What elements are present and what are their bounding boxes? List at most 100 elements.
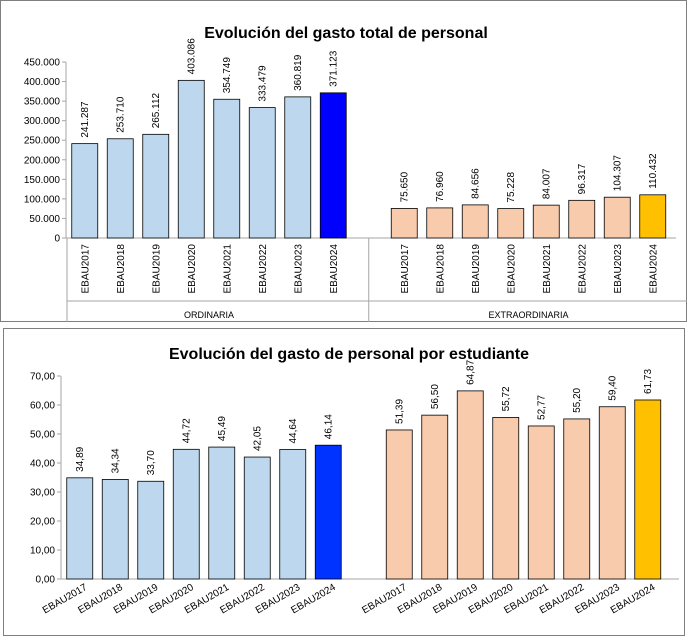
group-label: ORDINARIA — [184, 310, 234, 320]
bar — [421, 414, 449, 580]
bar — [101, 479, 129, 580]
x-tick-label: EBAU2018 — [435, 244, 446, 294]
data-label: 55,20 — [572, 387, 583, 412]
x-tick-label: EBAU2021 — [222, 244, 233, 294]
data-label: 403.086 — [187, 38, 198, 75]
data-label: 42,05 — [253, 426, 264, 451]
group-label: EXTRAORDINARIA — [488, 310, 568, 320]
bar — [497, 208, 525, 239]
data-label: 56,50 — [430, 384, 441, 409]
bar — [639, 194, 667, 239]
data-label: 61,73 — [643, 369, 654, 394]
bar — [461, 204, 489, 239]
data-label: 34,89 — [75, 446, 86, 471]
x-tick-label: EBAU2020 — [187, 244, 198, 294]
x-tick-label: EBAU2017 — [80, 244, 91, 294]
bar — [284, 96, 312, 239]
bar — [568, 199, 596, 239]
data-label: 84.656 — [471, 168, 482, 199]
y-tick-label: 200.000 — [24, 155, 61, 166]
data-label: 354.749 — [222, 57, 233, 94]
x-tick-label: EBAU2022 — [258, 244, 269, 294]
chart-per-student-svg: Evolución del gasto de personal por estu… — [30, 346, 679, 616]
data-label: 51,39 — [395, 399, 406, 424]
chart-panel-total: Evolución del gasto total de personal 0 5… — [0, 0, 687, 322]
bar — [527, 425, 555, 580]
y-tick-label: 0,00 — [36, 575, 56, 586]
data-label: 44,72 — [182, 418, 193, 443]
bar — [248, 107, 276, 239]
bar — [142, 133, 170, 239]
data-label: 76.960 — [435, 171, 446, 202]
data-label: 84.007 — [542, 168, 553, 199]
data-label: 265.112 — [151, 92, 162, 128]
data-label: 52,77 — [537, 395, 548, 420]
bar — [71, 143, 99, 239]
bar — [492, 417, 520, 580]
x-tick-label: EBAU2023 — [293, 244, 304, 294]
bar — [603, 196, 631, 239]
y-tick-label: 150.000 — [24, 175, 61, 186]
y-tick-label: 400.000 — [24, 77, 61, 88]
data-label: 45,49 — [217, 416, 228, 441]
bar — [66, 477, 94, 580]
bar — [456, 390, 484, 580]
x-tick-label: EBAU2020 — [506, 244, 517, 294]
y-tick-label: 40,00 — [30, 459, 55, 470]
bar — [598, 406, 626, 580]
y-tick-label: 10,00 — [30, 546, 55, 557]
data-label: 360.819 — [293, 54, 304, 91]
bar — [319, 92, 347, 239]
data-label: 75.228 — [506, 172, 517, 203]
y-tick-label: 20,00 — [30, 517, 55, 528]
x-tick-label: EBAU2017 — [400, 244, 411, 294]
data-label: 55,72 — [501, 386, 512, 411]
bar — [385, 429, 413, 580]
y-tick-label: 50,00 — [30, 430, 55, 441]
data-label: 46,14 — [324, 414, 335, 439]
bar — [634, 399, 662, 580]
bar — [137, 480, 165, 580]
y-tick-label: 300.000 — [24, 116, 61, 127]
data-label: 104.307 — [613, 155, 624, 192]
x-tick-label: EBAU2019 — [471, 244, 482, 294]
x-tick-label: EBAU2018 — [116, 244, 127, 294]
data-label: 33,70 — [146, 450, 157, 475]
y-tick-label: 450.000 — [24, 58, 61, 69]
data-label: 110.432 — [648, 153, 659, 189]
data-label: 34,34 — [111, 448, 122, 473]
data-label: 241.287 — [80, 101, 91, 138]
y-tick-label: 100.000 — [24, 194, 61, 205]
y-tick-label: 30,00 — [30, 488, 55, 499]
bar — [243, 456, 271, 580]
data-label: 371.123 — [329, 50, 340, 87]
data-label: 253.710 — [116, 96, 127, 133]
bar — [563, 418, 591, 580]
x-tick-label: EBAU2024 — [648, 244, 659, 294]
bar — [106, 138, 134, 239]
bar — [213, 98, 241, 239]
bar — [532, 204, 560, 239]
bar — [177, 79, 205, 239]
x-tick-label: EBAU2022 — [577, 244, 588, 294]
y-tick-label: 350.000 — [24, 97, 61, 108]
chart-panel-per-student: Evolución del gasto de personal por estu… — [3, 328, 685, 636]
data-label: 96.317 — [577, 163, 588, 194]
x-tick-label: EBAU2024 — [329, 244, 340, 294]
bar — [172, 448, 200, 580]
chart-title: Evolución del gasto de personal por estu… — [169, 346, 529, 363]
y-tick-label: 50.000 — [29, 214, 60, 225]
data-label: 44,64 — [288, 418, 299, 443]
data-label: 64,87 — [466, 359, 477, 384]
y-tick-label: 60,00 — [30, 401, 55, 412]
y-tick-label: 0 — [54, 234, 60, 245]
x-tick-label: EBAU2021 — [542, 244, 553, 294]
bar — [314, 444, 342, 580]
data-label: 333.479 — [258, 65, 269, 102]
bar — [390, 208, 418, 239]
chart-total-svg: Evolución del gasto total de personal 0 5… — [24, 25, 687, 322]
data-label: 59,40 — [608, 375, 619, 400]
chart-title: Evolución del gasto total de personal — [204, 25, 488, 42]
data-label: 75.650 — [400, 171, 411, 202]
bar — [208, 446, 236, 580]
